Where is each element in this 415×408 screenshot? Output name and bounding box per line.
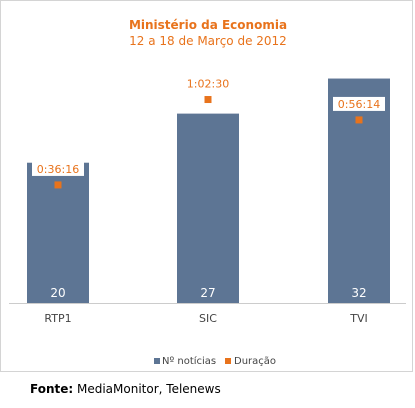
- duration-marker-tvi: [355, 116, 363, 124]
- chart-title: Ministério da Economia: [129, 18, 287, 32]
- duration-label-bg-tvi: [333, 96, 385, 111]
- duration-label-bg-rtp1: [32, 161, 84, 176]
- legend-label-news: Nº notícias: [162, 355, 216, 367]
- category-label-rtp1: RTP1: [44, 312, 71, 325]
- duration-marker-sic: [204, 96, 212, 104]
- duration-marker-rtp1: [54, 181, 62, 189]
- bars-group: 20 RTP1 0:36:16 27 SIC 1:02:30 32 TVI 0:56:14: [9, 76, 406, 325]
- category-label-tvi: TVI: [349, 312, 368, 325]
- legend-swatch-news: [154, 358, 160, 364]
- source-text: MediaMonitor, Telenews: [73, 382, 221, 396]
- duration-label-bg-sic: [182, 76, 234, 91]
- legend: Nº notícias Duração: [154, 355, 276, 367]
- legend-swatch-duration: [225, 358, 231, 364]
- bar-sic: [177, 113, 239, 303]
- bar-tvi: [328, 78, 390, 304]
- source-note: Fonte: MediaMonitor, Telenews: [30, 382, 221, 396]
- bar-value-rtp1: 20: [50, 286, 65, 300]
- duration-label-sic: 1:02:30: [187, 78, 229, 91]
- duration-label-tvi: 0:56:14: [338, 98, 380, 111]
- source-label: Fonte:: [30, 382, 74, 396]
- legend-label-duration: Duração: [234, 356, 276, 367]
- chart-svg: Ministério da Economia 12 a 18 de Março …: [9, 18, 406, 367]
- bar-value-sic: 27: [200, 286, 215, 300]
- chart-subtitle: 12 a 18 de Março de 2012: [129, 34, 287, 48]
- chart-frame: Ministério da Economia 12 a 18 de Março …: [0, 0, 413, 372]
- bar-value-tvi: 32: [351, 286, 366, 300]
- duration-label-rtp1: 0:36:16: [37, 163, 79, 176]
- category-label-sic: SIC: [199, 312, 217, 325]
